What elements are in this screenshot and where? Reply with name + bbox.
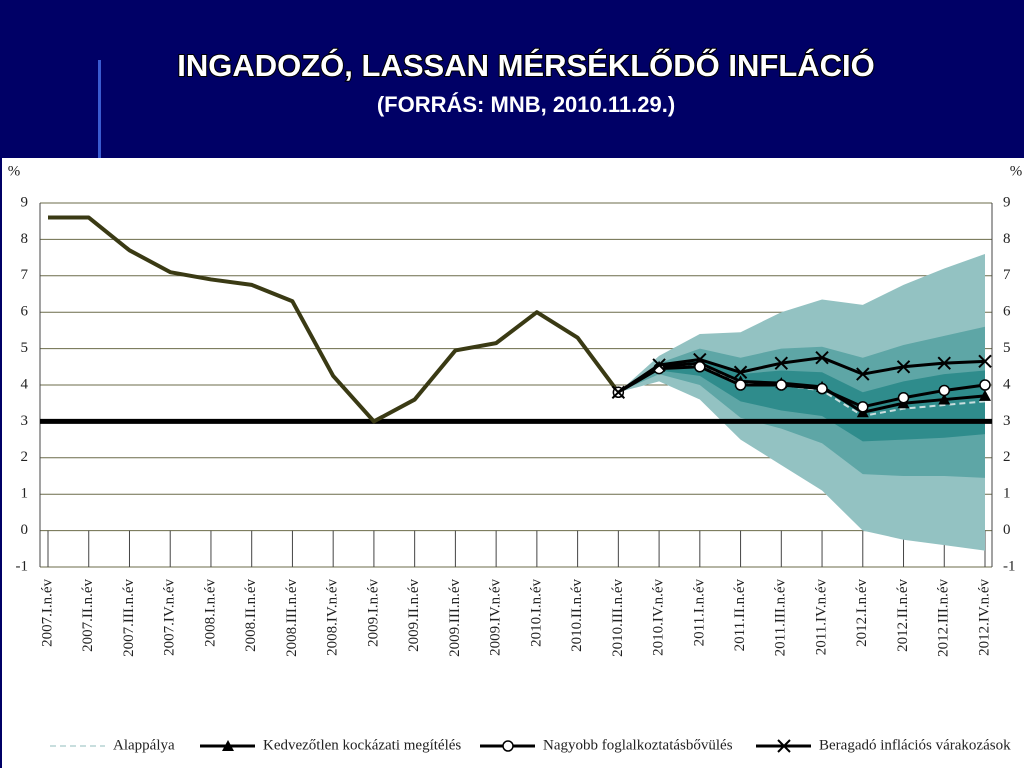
x-tick-label: 2010.II.n.év [569,579,585,652]
x-tick-label: 2011.I.n.év [691,579,707,647]
y2-tick-label: 1 [1003,486,1011,502]
marker [815,350,829,365]
marker [897,391,910,404]
marker [978,354,992,369]
series-line [617,356,986,394]
y2-tick-label: 3 [1003,413,1011,429]
series-line [617,365,986,409]
marker [774,356,789,370]
y-tick-label: -1 [16,558,29,574]
x-tick-label: 2010.III.n.év [610,579,626,657]
header-accent [98,60,101,158]
header [0,0,1024,158]
series-line [48,215,620,424]
y2-tick-label: -1 [1003,558,1016,574]
y-tick-label: 3 [21,413,29,429]
x-tick-label: 2011.IV.n.év [813,579,829,656]
x-tick-label: 2007.I.n.év [39,579,55,647]
y2-tick-label: 8 [1003,231,1011,247]
legend-label: Nagyobb foglalkoztatásbővülés [543,737,733,753]
x-tick-label: 2010.I.n.év [528,579,544,647]
x-tick-label: 2012.IV.n.év [976,579,992,656]
marker [938,393,951,405]
x-tick-label: 2008.III.n.év [284,579,300,657]
y-axis-label: % [8,163,21,179]
y2-axis-label: % [1010,163,1023,179]
marker [937,356,951,370]
x-tick-label: 2012.II.n.év [895,579,911,652]
x-tick-label: 2012.I.n.év [854,579,870,647]
marker [938,384,951,397]
x-tick-label: 2007.II.n.év [80,579,96,652]
y-tick-label: 8 [21,231,29,247]
legend-marker [502,740,514,752]
y2-tick-label: 4 [1003,376,1011,392]
y-tick-label: 7 [21,267,29,283]
marker [857,401,869,413]
y2-tick-label: 9 [1003,194,1011,210]
marker [734,379,747,391]
y-tick-label: 5 [21,340,29,356]
marker [856,367,870,381]
marker [896,360,911,374]
marker [979,389,991,401]
x-tick-label: 2009.IV.n.év [488,579,504,656]
y2-tick-label: 0 [1003,522,1011,538]
y-tick-label: 1 [21,486,29,502]
y2-tick-label: 6 [1003,304,1011,320]
legend-label: Beragadó inflációs várakozások [819,737,1011,753]
series-line [617,361,986,414]
subtitle: (FORRÁS: MNB, 2010.11.29.) [377,92,675,117]
marker [652,358,666,372]
x-tick-label: 2009.II.n.év [406,579,422,652]
x-tick-label: 2008.I.n.év [202,579,218,647]
marker [733,365,748,379]
x-tick-label: 2011.III.n.év [773,579,789,657]
x-tick-label: 2007.III.n.év [121,579,137,657]
y2-tick-label: 5 [1003,340,1011,356]
y-tick-label: 2 [21,449,29,465]
y-tick-label: 4 [21,376,29,392]
y2-tick-label: 7 [1003,267,1011,283]
y-tick-label: 9 [21,194,29,210]
marker [775,379,788,391]
legend-label: Alappálya [113,737,175,753]
x-tick-label: 2008.II.n.év [243,579,259,652]
legend-marker [222,740,234,751]
y2-tick-label: 2 [1003,449,1011,465]
marker [693,352,707,367]
y-tick-label: 6 [21,304,29,320]
marker [979,379,991,391]
x-tick-label: 2010.IV.n.év [651,579,667,656]
x-tick-label: 2009.III.n.év [447,579,463,657]
marker [816,382,828,395]
marker [611,385,626,399]
legend-label: Kedvezőtlen kockázati megítélés [263,737,461,753]
x-tick-label: 2012.III.n.év [936,579,952,657]
x-tick-label: 2008.IV.n.év [325,579,341,656]
x-tick-label: 2007.IV.n.év [162,579,178,656]
legend-marker [777,739,791,753]
title: INGADOZÓ, LASSAN MÉRSÉKLŐDŐ INFLÁCIÓ [177,47,875,83]
left-border [0,158,2,768]
x-tick-label: 2009.I.n.év [365,579,381,647]
x-tick-label: 2011.II.n.év [732,579,748,652]
marker [694,361,706,373]
y-tick-label: 0 [21,522,29,538]
